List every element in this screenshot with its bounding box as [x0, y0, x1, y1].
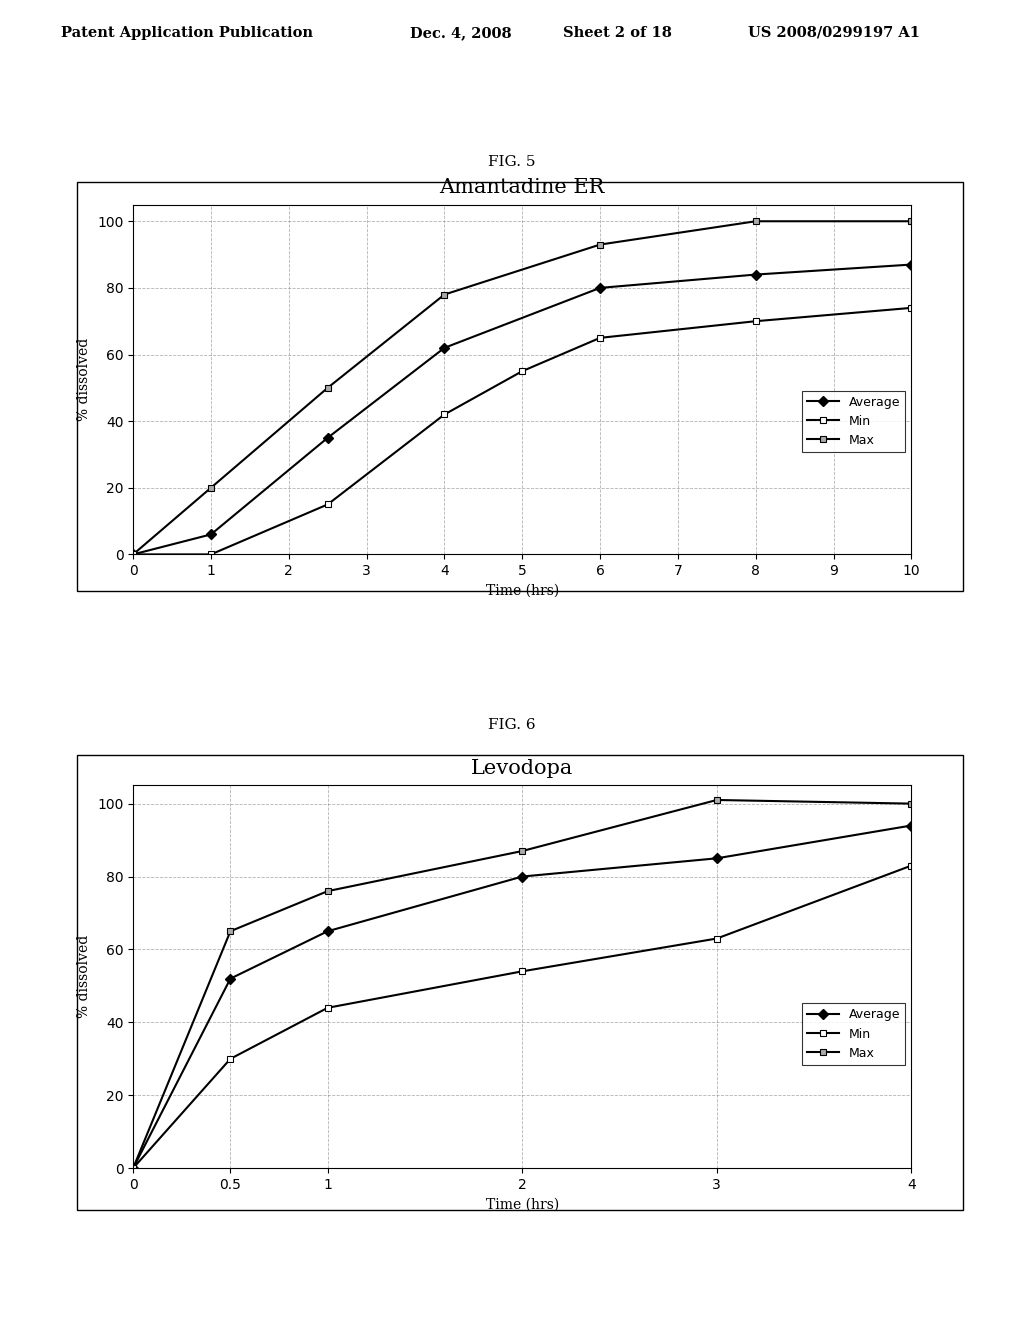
Min — [224, 1051, 237, 1067]
Min — [594, 330, 606, 346]
Average — [516, 869, 528, 884]
Min — [205, 546, 217, 562]
X-axis label: Time (hrs): Time (hrs) — [485, 1197, 559, 1212]
Max — [750, 214, 762, 230]
Min — [516, 964, 528, 979]
Min — [750, 313, 762, 329]
Min — [905, 300, 918, 315]
Max — [322, 380, 334, 396]
Legend: Average, Min, Max: Average, Min, Max — [803, 1003, 905, 1065]
Text: FIG. 6: FIG. 6 — [488, 718, 536, 733]
Max — [905, 214, 918, 230]
Min — [127, 546, 139, 562]
Average — [711, 850, 723, 866]
Average — [905, 256, 918, 272]
Max — [127, 1160, 139, 1176]
Legend: Average, Min, Max: Average, Min, Max — [803, 391, 905, 453]
Text: Sheet 2 of 18: Sheet 2 of 18 — [563, 26, 672, 40]
Max — [322, 883, 334, 899]
Max — [205, 480, 217, 496]
Min — [322, 496, 334, 512]
Title: Amantadine ER: Amantadine ER — [439, 178, 605, 198]
Max — [127, 546, 139, 562]
Average — [127, 546, 139, 562]
Line: Min: Min — [130, 862, 914, 1172]
Max — [224, 923, 237, 939]
Average — [127, 1160, 139, 1176]
Max — [516, 843, 528, 859]
Average — [750, 267, 762, 282]
Y-axis label: % dissolved: % dissolved — [78, 935, 91, 1019]
Line: Average: Average — [130, 822, 914, 1172]
Min — [516, 363, 528, 379]
Average — [224, 970, 237, 986]
Min — [438, 407, 451, 422]
X-axis label: Time (hrs): Time (hrs) — [485, 583, 559, 598]
Average — [205, 527, 217, 543]
Min — [127, 1160, 139, 1176]
Max — [711, 792, 723, 808]
Text: US 2008/0299197 A1: US 2008/0299197 A1 — [748, 26, 920, 40]
Average — [594, 280, 606, 296]
Line: Min: Min — [130, 305, 914, 558]
Text: Dec. 4, 2008: Dec. 4, 2008 — [410, 26, 511, 40]
Line: Average: Average — [130, 261, 914, 558]
Min — [711, 931, 723, 946]
Line: Max: Max — [130, 796, 914, 1172]
Max — [905, 796, 918, 812]
Average — [905, 817, 918, 833]
Text: FIG. 5: FIG. 5 — [488, 154, 536, 169]
Title: Levodopa: Levodopa — [471, 759, 573, 779]
Min — [322, 999, 334, 1015]
Max — [594, 236, 606, 252]
Max — [438, 286, 451, 302]
Average — [322, 923, 334, 939]
Line: Max: Max — [130, 218, 914, 558]
Average — [322, 430, 334, 446]
Average — [438, 341, 451, 356]
Y-axis label: % dissolved: % dissolved — [78, 338, 91, 421]
Min — [905, 858, 918, 874]
Text: Patent Application Publication: Patent Application Publication — [61, 26, 313, 40]
